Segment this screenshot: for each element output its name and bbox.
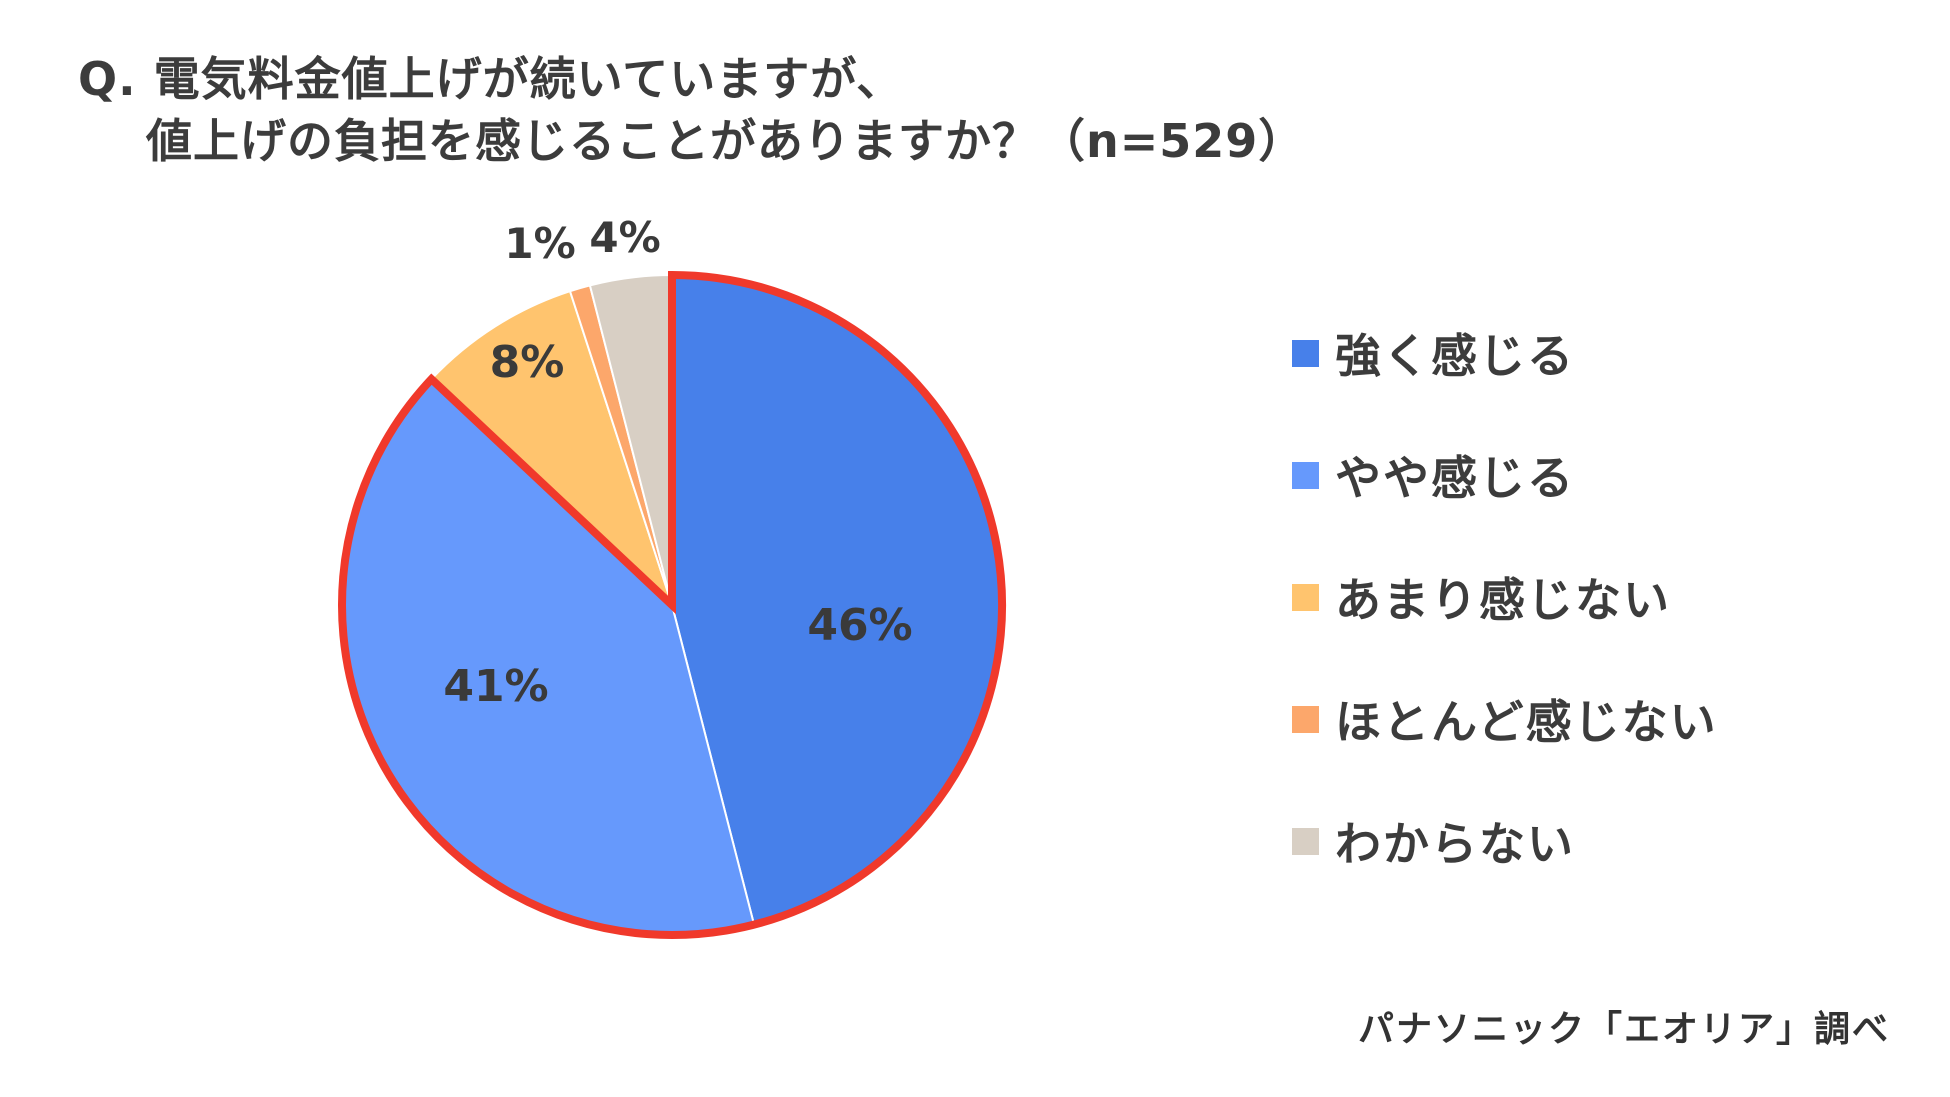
legend-label: あまり感じない — [1335, 573, 1671, 627]
legend-swatch — [1292, 461, 1319, 489]
chart-title: Q. 電気料金値上げが続いていますが、 値上げの負担を感じることがありますか？（… — [78, 48, 1305, 172]
legend-label: やや感じる — [1335, 451, 1575, 505]
slice-value-label: 41% — [443, 661, 548, 712]
slice-value-label: 46% — [807, 600, 912, 651]
legend-item-strong: 強く感じる — [1292, 322, 1718, 384]
legend-label: ほとんど感じない — [1335, 695, 1718, 749]
legend-swatch — [1292, 583, 1319, 611]
legend-item-somewhat: やや感じる — [1292, 444, 1718, 506]
legend-label: わからない — [1335, 817, 1575, 871]
legend: 強く感じる やや感じる あまり感じない ほとんど感じない わからない — [1292, 322, 1718, 932]
legend-label: 強く感じる — [1335, 329, 1575, 383]
legend-swatch — [1292, 339, 1319, 367]
legend-swatch — [1292, 827, 1319, 855]
legend-item-hardly: ほとんど感じない — [1292, 688, 1718, 750]
title-line-1: Q. 電気料金値上げが続いていますが、 — [78, 52, 904, 106]
slice-value-label: 1% — [504, 219, 575, 268]
slice-not-much — [430, 289, 673, 606]
legend-item-unknown: わからない — [1292, 810, 1718, 872]
source-credit: パナソニック「エオリア」調べ — [1357, 1009, 1890, 1050]
legend-item-not-much: あまり感じない — [1292, 566, 1718, 628]
slice-value-label: 4% — [589, 213, 660, 262]
legend-swatch — [1292, 705, 1319, 733]
slice-value-label: 8% — [490, 337, 565, 388]
title-line-2: 値上げの負担を感じることがありますか？（n=529） — [146, 114, 1306, 168]
highlight-outline — [338, 270, 1006, 939]
